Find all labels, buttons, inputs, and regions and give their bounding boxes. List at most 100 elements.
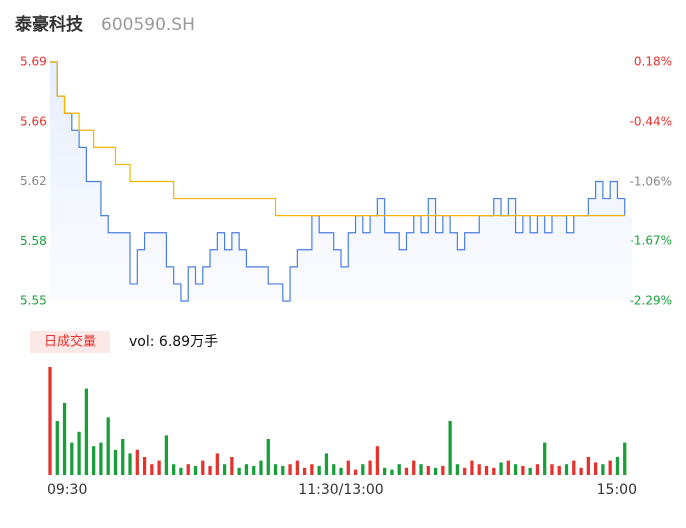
volume-bar [135, 449, 139, 475]
volume-bar [99, 442, 103, 475]
volume-bar [593, 462, 598, 475]
volume-bar [259, 460, 263, 475]
volume-bar [201, 460, 205, 475]
price-area [50, 62, 632, 301]
volume-bar [463, 467, 467, 475]
volume-bar [179, 467, 183, 475]
volume-bar [317, 466, 321, 475]
volume-bar [499, 462, 503, 475]
volume-bar [332, 464, 336, 475]
volume-bar [193, 466, 198, 475]
volume-bar [113, 449, 118, 475]
series-line [50, 61, 626, 302]
volume-bar [266, 439, 270, 475]
volume-bar [477, 464, 481, 475]
volume-bar [164, 435, 169, 475]
volume-bar [70, 442, 74, 475]
volume-bar [237, 467, 241, 475]
volume-bar [557, 466, 561, 475]
volume-bar [368, 460, 372, 475]
volume-bar [295, 460, 299, 475]
volume-bar [623, 442, 627, 475]
volume-bar [535, 464, 540, 475]
y2-tick-label: -0.44% [630, 114, 672, 128]
y-tick-label: 5.66 [20, 114, 47, 128]
title: 泰豪科技 [15, 14, 84, 35]
volume-bar [281, 466, 285, 475]
series-line [50, 61, 625, 217]
volume-bar [412, 460, 416, 475]
volume-bar [77, 431, 81, 475]
volume-bar [433, 467, 438, 475]
volume-bar [230, 457, 234, 475]
volume-bar [142, 457, 147, 475]
volume-bar [346, 460, 350, 475]
volume-bar [455, 464, 460, 475]
volume-bar [528, 467, 532, 475]
y-tick-label: 5.69 [20, 55, 47, 69]
volume-bar [353, 469, 358, 475]
volume-bar [215, 453, 219, 475]
volume-bar [506, 460, 510, 475]
y-tick-label: 5.55 [20, 294, 47, 308]
x-tick-label: 15:00 [597, 482, 637, 498]
volume-bar [484, 466, 489, 475]
volume-bar [579, 467, 583, 475]
x-tick-label: 11:30/13:00 [298, 482, 383, 498]
y-tick-label: 5.62 [20, 174, 47, 188]
volume-bar [172, 464, 176, 475]
volume-bar [586, 457, 590, 475]
volume-bar [550, 464, 554, 475]
volume-bar [543, 442, 547, 475]
volume-bar [92, 446, 96, 475]
y2-tick-label: -1.67% [630, 234, 672, 248]
y2-tick-label: -2.29% [630, 294, 672, 308]
volume-bar [470, 460, 474, 475]
subtitle: 600590.SH [101, 15, 195, 35]
volume-bar [441, 466, 445, 475]
volume-bar [302, 467, 307, 475]
volume-bar [222, 464, 227, 475]
volume-bar [383, 467, 387, 475]
volume-bar [448, 421, 452, 475]
volume-bar [121, 439, 125, 475]
volume-label: 日成交量 [44, 334, 96, 350]
volume-bar [157, 460, 161, 475]
volume-bar [273, 464, 278, 475]
volume-bar [608, 460, 612, 475]
volume-bar [55, 421, 59, 475]
volume-bar [615, 457, 620, 475]
volume-bar [48, 367, 52, 475]
volume-bar [186, 464, 190, 475]
volume-bar [375, 446, 380, 475]
volume-bar [128, 453, 132, 475]
volume-bar [390, 469, 394, 475]
volume-bar [601, 464, 605, 475]
volume-bar [310, 464, 314, 475]
y-tick-label: 5.58 [20, 234, 47, 248]
volume-bar [252, 466, 256, 475]
volume-bar [106, 417, 110, 475]
volume-bar [404, 467, 409, 475]
volume-bar [208, 466, 212, 475]
volume-bar [426, 466, 430, 475]
volume-bar [361, 464, 365, 475]
volume-bar [244, 464, 249, 475]
volume-bar [521, 466, 525, 475]
volume-bar [572, 460, 576, 475]
volume-bar [492, 467, 496, 475]
volume-bar [62, 403, 67, 475]
volume-bar [564, 464, 569, 475]
volume-bar [324, 453, 329, 475]
x-tick-label: 09:30 [47, 482, 87, 498]
volume-bar [339, 467, 343, 475]
volume-bar [84, 388, 89, 475]
volume-bar [513, 464, 518, 475]
volume-bar [397, 464, 401, 475]
y2-tick-label: 0.18% [634, 55, 672, 69]
volume-bar [288, 464, 292, 475]
volume-label-bg [30, 331, 110, 353]
volume-bar [419, 464, 423, 475]
